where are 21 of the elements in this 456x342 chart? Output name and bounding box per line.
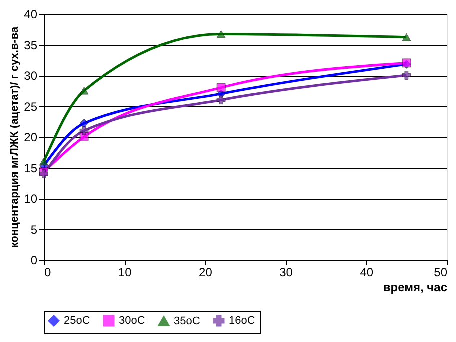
y-tick-label: 0 [30, 254, 38, 268]
y-tick-label: 30 [24, 69, 38, 83]
y-tick-label: 10 [24, 192, 38, 206]
y-tick-label: 15 [24, 161, 38, 176]
legend-label: 30oC [119, 315, 146, 327]
y-tick-label: 20 [24, 130, 38, 144]
legend-label: 35oC [174, 315, 200, 328]
y-tick-label: 35 [24, 38, 38, 52]
x-tick-label: 50 [434, 266, 448, 280]
x-axis-title: время, час [383, 280, 448, 294]
legend-label: 16oC [229, 315, 256, 327]
x-tick-label: 30 [280, 266, 294, 280]
legend-label: 25oC [64, 315, 90, 327]
y-axis-title: концентарция мгЛЖК (ацетат)/ г сух.в-ва [9, 26, 22, 248]
x-tick-label: 40 [360, 266, 374, 280]
x-tick-label: 20 [199, 266, 213, 280]
x-tick-label: 10 [118, 266, 132, 280]
y-tick-label: 25 [24, 100, 38, 114]
y-tick-label: 5 [30, 222, 38, 237]
x-tick-label: 0 [44, 266, 52, 280]
y-tick-label: 40 [24, 8, 38, 22]
